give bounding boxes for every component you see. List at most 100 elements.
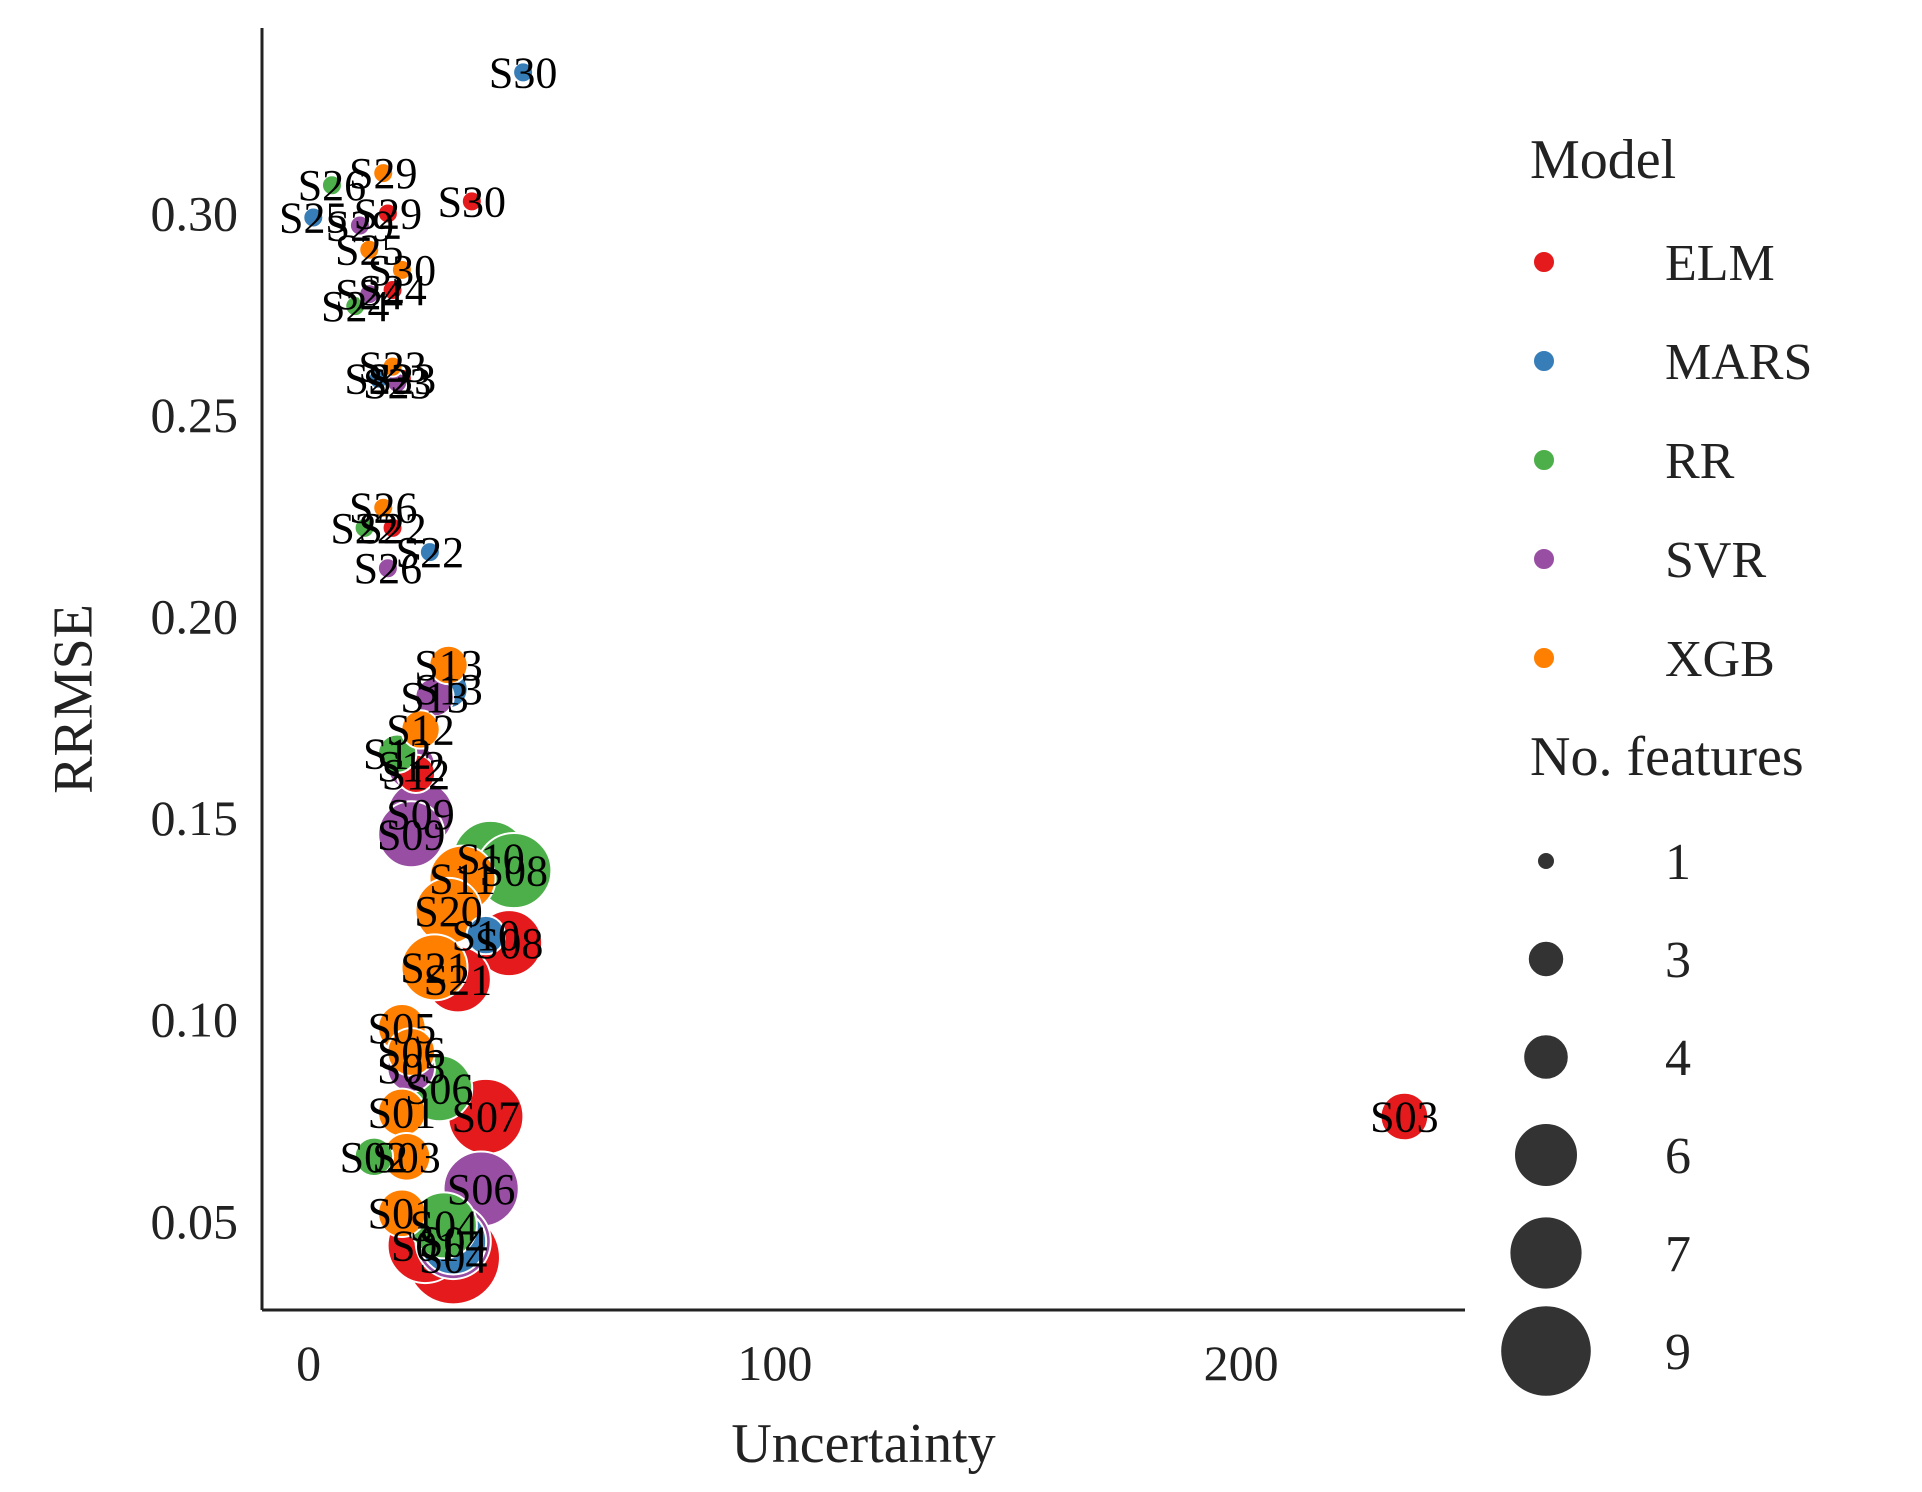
point-label: S26 xyxy=(354,544,422,593)
y-tick-label: 0.15 xyxy=(151,790,239,846)
y-tick-label: 0.05 xyxy=(151,1193,239,1249)
point-label: S30 xyxy=(438,177,506,226)
point-label: S13 xyxy=(414,665,482,714)
data-point-xgb xyxy=(377,1188,427,1239)
data-point-svr xyxy=(376,557,399,580)
point-label: S30 xyxy=(489,48,557,97)
data-point-xgb xyxy=(428,644,469,686)
y-tick-label: 0.30 xyxy=(151,185,239,241)
point-label: S24 xyxy=(321,282,389,331)
point-label: S23 xyxy=(358,343,426,392)
legend-size-label: 6 xyxy=(1665,1128,1691,1185)
point-label: S22 xyxy=(396,528,464,577)
point-label: S20 xyxy=(414,887,482,936)
x-tick-label: 200 xyxy=(1204,1335,1279,1391)
legend-size-marker xyxy=(1508,1215,1584,1291)
data-point-elm xyxy=(376,202,399,225)
point-labels-layer: S30S29S24S23S22S12S08S21S03S07S01S04S30S… xyxy=(279,48,1439,1282)
y-tick-label: 0.10 xyxy=(151,992,239,1048)
point-label: S02 xyxy=(340,1133,408,1182)
point-label: S26 xyxy=(349,484,417,533)
point-label: S11 xyxy=(429,855,496,904)
point-label: S10 xyxy=(456,834,524,883)
legend-size-marker xyxy=(1526,939,1566,979)
point-label: S13 xyxy=(400,673,468,722)
point-label: S05 xyxy=(377,1044,445,1093)
legend-size-label: 3 xyxy=(1665,932,1691,989)
legend-label-svr: SVR xyxy=(1665,532,1766,589)
legend-features-title: No. features xyxy=(1530,726,1804,788)
data-point-mars xyxy=(512,61,535,84)
point-label: S01 xyxy=(391,1221,459,1270)
legend-swatch-svr xyxy=(1532,547,1556,571)
point-label: S01 xyxy=(368,1189,436,1238)
axes xyxy=(260,28,1465,1312)
point-label: S29 xyxy=(349,149,417,198)
data-point-svr xyxy=(358,283,381,306)
point-label: S13 xyxy=(414,641,482,690)
point-label: S09 xyxy=(377,810,445,859)
data-point-xgb xyxy=(400,933,469,1002)
legend-swatch-mars xyxy=(1532,349,1556,373)
points-layer xyxy=(302,61,1430,1306)
legend: Model No. features ELM MARS RR SVR XGB 1 3 4 6 7 9 xyxy=(1499,129,1812,1398)
data-point-elm xyxy=(381,516,404,539)
data-point-elm xyxy=(381,279,404,302)
data-point-xgb xyxy=(372,496,395,519)
point-label: S01 xyxy=(368,1088,436,1137)
legend-size-label: 7 xyxy=(1665,1226,1691,1283)
point-label: S29 xyxy=(326,202,394,251)
point-label: S22 xyxy=(358,504,426,553)
legend-size-marker xyxy=(1513,1122,1579,1188)
point-label: S22 xyxy=(330,504,398,553)
data-point-mars xyxy=(418,541,441,564)
point-label: S07 xyxy=(452,1092,520,1141)
legend-model-title: Model xyxy=(1530,129,1676,191)
point-label: S23 xyxy=(368,355,436,404)
data-point-xgb xyxy=(390,258,413,281)
point-label: S29 xyxy=(354,189,422,238)
x-tick-label: 100 xyxy=(737,1335,812,1391)
y-axis-title: RRMSE xyxy=(43,604,105,794)
point-label: S05 xyxy=(368,1004,436,1053)
legend-size-label: 4 xyxy=(1665,1030,1691,1087)
legend-swatch-rr xyxy=(1532,448,1556,472)
legend-label-mars: MARS xyxy=(1665,334,1812,391)
legend-size-marker xyxy=(1522,1033,1570,1081)
point-label: S12 xyxy=(363,730,431,779)
point-label: S03 xyxy=(372,1133,440,1182)
point-label: S12 xyxy=(386,705,454,754)
point-label: S24 xyxy=(358,266,426,315)
point-label: S04 xyxy=(419,1217,487,1266)
point-label: S26 xyxy=(298,161,366,210)
data-point-svr xyxy=(377,800,446,869)
point-label: S30 xyxy=(368,246,436,295)
x-axis-title: Uncertainty xyxy=(731,1413,995,1475)
point-label: S06 xyxy=(447,1165,515,1214)
legend-size-marker xyxy=(1499,1304,1593,1398)
point-label: S23 xyxy=(363,359,431,408)
data-point-rr xyxy=(344,295,367,318)
data-point-svr xyxy=(348,214,371,237)
point-label: S25 xyxy=(279,193,347,242)
point-label: S21 xyxy=(424,955,492,1004)
point-label: S21 xyxy=(400,943,468,992)
data-point-rr xyxy=(320,174,343,197)
point-label: S08 xyxy=(475,919,543,968)
data-point-xgb xyxy=(372,162,395,185)
data-point-rr xyxy=(353,516,376,539)
ticks: 0 100 200 0.05 0.10 0.15 0.20 0.25 0.30 xyxy=(151,185,1279,1391)
legend-label-elm: ELM xyxy=(1665,235,1775,292)
data-point-rr xyxy=(353,1136,395,1178)
point-label: S23 xyxy=(344,355,412,404)
point-label: S09 xyxy=(386,790,454,839)
legend-label-xgb: XGB xyxy=(1665,631,1775,688)
legend-size-marker xyxy=(1536,851,1556,871)
data-point-elm xyxy=(460,190,483,213)
data-point-mars xyxy=(465,914,507,956)
point-label: S25 xyxy=(335,226,403,275)
y-tick-label: 0.20 xyxy=(151,589,239,645)
point-label: S08 xyxy=(480,847,548,896)
point-label: S04 xyxy=(419,1217,487,1266)
